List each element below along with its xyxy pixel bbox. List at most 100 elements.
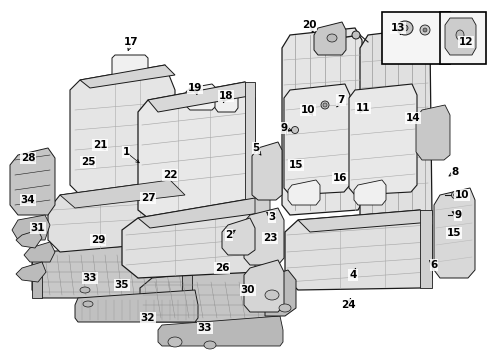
Ellipse shape bbox=[396, 21, 412, 35]
Polygon shape bbox=[222, 218, 254, 255]
Text: 11: 11 bbox=[355, 103, 369, 113]
Polygon shape bbox=[10, 148, 55, 215]
Polygon shape bbox=[254, 198, 269, 272]
Ellipse shape bbox=[323, 103, 326, 107]
Polygon shape bbox=[433, 188, 474, 278]
Text: 33: 33 bbox=[197, 323, 212, 333]
Polygon shape bbox=[80, 65, 175, 88]
Text: 34: 34 bbox=[20, 195, 35, 205]
Ellipse shape bbox=[401, 25, 407, 31]
Ellipse shape bbox=[264, 290, 279, 300]
Polygon shape bbox=[148, 82, 254, 112]
Ellipse shape bbox=[291, 126, 298, 134]
Polygon shape bbox=[75, 290, 198, 322]
Polygon shape bbox=[348, 84, 416, 195]
Text: 25: 25 bbox=[81, 157, 95, 167]
Bar bbox=[439, 12, 485, 64]
Text: 4: 4 bbox=[348, 270, 356, 280]
Text: 9: 9 bbox=[280, 123, 287, 133]
Text: 22: 22 bbox=[163, 170, 177, 180]
Text: 26: 26 bbox=[214, 263, 229, 273]
Polygon shape bbox=[32, 252, 42, 298]
Text: 32: 32 bbox=[141, 313, 155, 323]
Polygon shape bbox=[112, 55, 148, 78]
Ellipse shape bbox=[279, 304, 290, 312]
Polygon shape bbox=[287, 180, 319, 205]
Ellipse shape bbox=[203, 341, 216, 349]
Polygon shape bbox=[264, 270, 295, 316]
Ellipse shape bbox=[320, 101, 328, 109]
Polygon shape bbox=[297, 210, 431, 232]
Text: 20: 20 bbox=[301, 20, 316, 30]
Text: 10: 10 bbox=[300, 105, 315, 115]
Text: 8: 8 bbox=[450, 167, 458, 177]
Text: 15: 15 bbox=[288, 160, 303, 170]
Polygon shape bbox=[16, 230, 42, 248]
Ellipse shape bbox=[326, 34, 336, 42]
Ellipse shape bbox=[455, 30, 463, 40]
Text: 21: 21 bbox=[93, 140, 107, 150]
Text: 3: 3 bbox=[268, 212, 275, 222]
Polygon shape bbox=[359, 28, 431, 225]
Text: 2: 2 bbox=[225, 230, 232, 240]
Ellipse shape bbox=[419, 25, 429, 35]
Polygon shape bbox=[182, 242, 192, 298]
Text: 24: 24 bbox=[340, 300, 355, 310]
Ellipse shape bbox=[454, 212, 460, 218]
Polygon shape bbox=[138, 198, 267, 228]
Text: 31: 31 bbox=[31, 223, 45, 233]
Polygon shape bbox=[158, 316, 283, 346]
Text: 15: 15 bbox=[446, 228, 460, 238]
Text: 7: 7 bbox=[337, 95, 344, 105]
Ellipse shape bbox=[452, 193, 456, 197]
Polygon shape bbox=[284, 84, 349, 195]
Text: 19: 19 bbox=[187, 83, 202, 93]
Text: 14: 14 bbox=[405, 113, 420, 123]
Text: 1: 1 bbox=[122, 147, 129, 157]
Ellipse shape bbox=[351, 31, 359, 39]
Polygon shape bbox=[32, 242, 192, 298]
Text: 28: 28 bbox=[20, 153, 35, 163]
Text: 35: 35 bbox=[115, 280, 129, 290]
Polygon shape bbox=[138, 82, 254, 218]
Polygon shape bbox=[444, 18, 475, 55]
Polygon shape bbox=[185, 84, 216, 110]
Ellipse shape bbox=[80, 287, 90, 293]
Polygon shape bbox=[48, 180, 184, 252]
Polygon shape bbox=[244, 260, 284, 312]
Ellipse shape bbox=[83, 301, 93, 307]
Text: 10: 10 bbox=[454, 190, 468, 200]
Polygon shape bbox=[285, 210, 431, 290]
Polygon shape bbox=[140, 265, 280, 322]
Polygon shape bbox=[244, 82, 254, 210]
Text: 29: 29 bbox=[91, 235, 105, 245]
Polygon shape bbox=[122, 198, 269, 278]
Text: 12: 12 bbox=[458, 37, 472, 47]
Polygon shape bbox=[12, 215, 50, 240]
Text: 9: 9 bbox=[453, 210, 461, 220]
Polygon shape bbox=[215, 84, 238, 112]
Polygon shape bbox=[251, 142, 282, 200]
Ellipse shape bbox=[168, 337, 182, 347]
Text: 5: 5 bbox=[252, 143, 259, 153]
Polygon shape bbox=[16, 262, 46, 282]
Polygon shape bbox=[419, 210, 431, 288]
Text: 6: 6 bbox=[429, 260, 437, 270]
Text: 33: 33 bbox=[82, 273, 97, 283]
Polygon shape bbox=[353, 180, 385, 205]
Text: 18: 18 bbox=[218, 91, 233, 101]
Polygon shape bbox=[24, 242, 55, 262]
Polygon shape bbox=[60, 180, 184, 208]
Ellipse shape bbox=[450, 192, 458, 198]
Text: 17: 17 bbox=[123, 37, 138, 47]
Polygon shape bbox=[244, 208, 284, 265]
Text: 30: 30 bbox=[240, 285, 255, 295]
Text: 23: 23 bbox=[262, 233, 277, 243]
Polygon shape bbox=[313, 22, 346, 55]
Ellipse shape bbox=[422, 28, 426, 32]
Polygon shape bbox=[282, 28, 364, 215]
Polygon shape bbox=[70, 65, 175, 195]
Polygon shape bbox=[415, 105, 449, 160]
Bar bbox=[381, 12, 449, 64]
Text: 16: 16 bbox=[332, 173, 346, 183]
